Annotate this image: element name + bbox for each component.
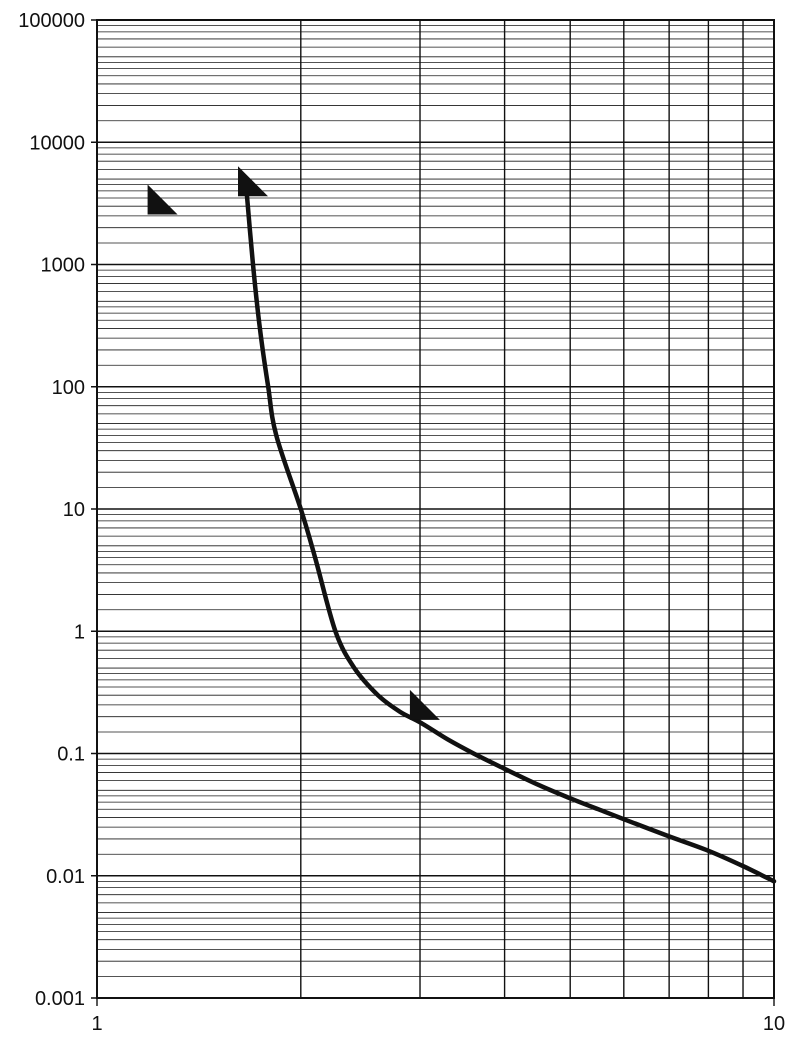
x-tick-label: 10 (763, 1013, 785, 1035)
y-tick-label: 0.001 (35, 988, 85, 1010)
plot-frame (96, 19, 775, 999)
y-tick-label: 10000 (29, 132, 85, 154)
marker-layer (147, 166, 440, 720)
y-tick-label: 1 (74, 621, 85, 643)
y-tick-label: 0.01 (46, 866, 85, 888)
triangle-marker (409, 689, 440, 720)
x-tick-labels: 1 10 (91, 1013, 785, 1035)
y-tick-label: 100 (52, 377, 85, 399)
grid (91, 19, 775, 1006)
y-tick-label: 1000 (41, 255, 86, 277)
y-tick-label: 100000 (18, 10, 85, 32)
x-tick-label: 1 (91, 1013, 102, 1035)
triangle-marker (238, 166, 268, 197)
y-tick-label: 10 (63, 499, 85, 521)
series-line (243, 182, 777, 884)
series-layer (243, 182, 777, 884)
y-tick-labels: 0.001 0.01 0.1 1 10 100 1000 10000 100000 (18, 10, 85, 1010)
y-tick-label: 0.1 (57, 744, 85, 766)
triangle-marker (147, 184, 178, 215)
